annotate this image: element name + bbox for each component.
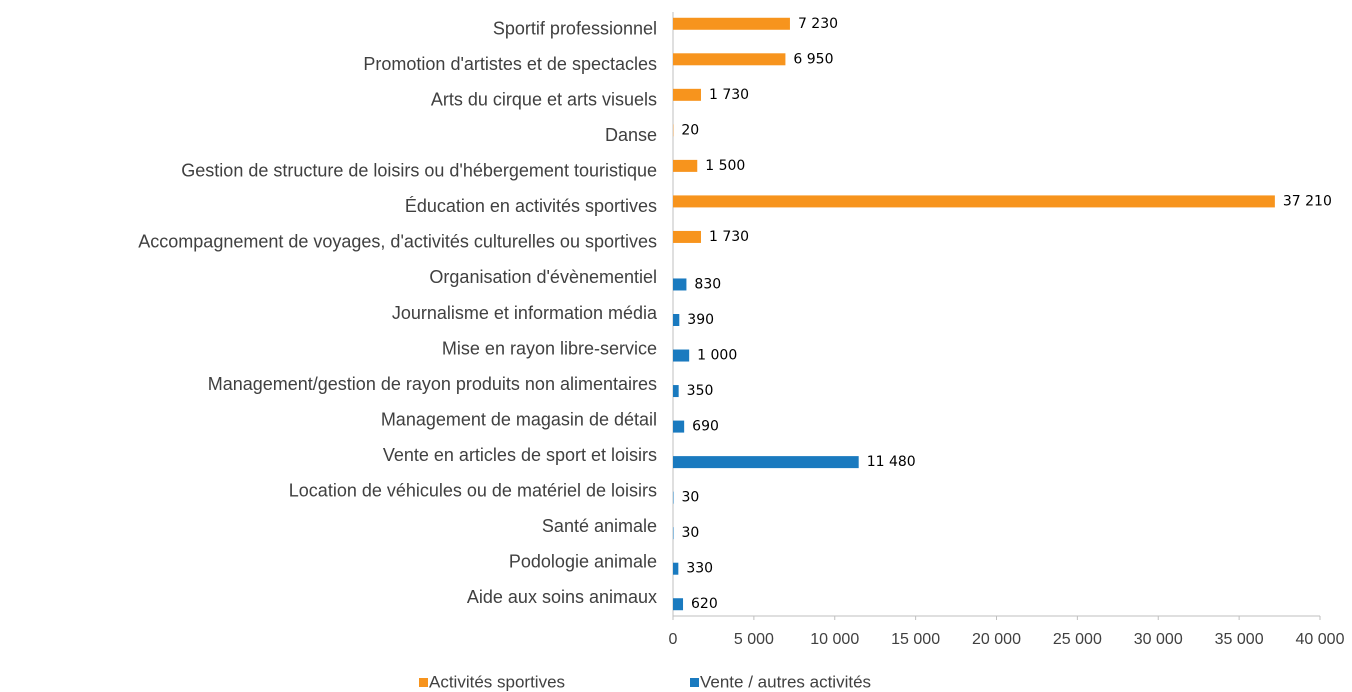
value-label: 37 210 bbox=[1283, 193, 1332, 209]
y-tick-label: Arts du cirque et arts visuels bbox=[431, 90, 657, 110]
y-tick-label: Aide aux soins animaux bbox=[467, 587, 657, 607]
value-label: 11 480 bbox=[867, 454, 916, 470]
value-label: 1 500 bbox=[705, 158, 745, 174]
value-label: 1 730 bbox=[709, 229, 749, 245]
x-tick-label: 20 000 bbox=[972, 631, 1021, 648]
y-tick-label: Éducation en activités sportives bbox=[405, 196, 657, 216]
value-label: 390 bbox=[687, 312, 714, 328]
value-label: 1 000 bbox=[697, 348, 737, 364]
x-tick-label: 35 000 bbox=[1215, 631, 1264, 648]
bar bbox=[673, 278, 687, 291]
x-tick-label: 40 000 bbox=[1296, 631, 1345, 648]
y-tick-label: Mise en rayon libre-service bbox=[442, 338, 657, 358]
y-tick-label: Danse bbox=[605, 125, 657, 145]
x-tick-label: 30 000 bbox=[1134, 631, 1183, 648]
value-label: 1 730 bbox=[709, 87, 749, 103]
value-label: 350 bbox=[687, 383, 714, 399]
legend-swatch bbox=[419, 678, 428, 687]
y-tick-label: Gestion de structure de loisirs ou d'héb… bbox=[181, 161, 657, 181]
x-tick-label: 0 bbox=[669, 631, 678, 648]
legend-label: Activités sportives bbox=[429, 672, 565, 691]
x-tick-label: 25 000 bbox=[1053, 631, 1102, 648]
y-tick-label: Promotion d'artistes et de spectacles bbox=[363, 54, 657, 74]
bar bbox=[673, 195, 1275, 208]
bar bbox=[673, 598, 684, 611]
x-tick-label: 10 000 bbox=[810, 631, 859, 648]
bar bbox=[673, 88, 701, 101]
y-tick-label: Santé animale bbox=[542, 516, 657, 536]
y-tick-label: Sportif professionnel bbox=[493, 19, 657, 39]
bar bbox=[673, 385, 679, 398]
value-label: 30 bbox=[681, 490, 699, 506]
bar bbox=[673, 420, 685, 433]
bar bbox=[673, 53, 786, 66]
y-tick-label: Podologie animale bbox=[509, 551, 657, 571]
value-label: 30 bbox=[681, 525, 699, 541]
value-label: 620 bbox=[691, 596, 718, 612]
x-tick-label: 15 000 bbox=[891, 631, 940, 648]
y-tick-label: Organisation d'évènementiel bbox=[429, 267, 657, 287]
value-label: 690 bbox=[692, 419, 719, 435]
bar bbox=[673, 17, 790, 30]
y-tick-label: Accompagnement de voyages, d'activités c… bbox=[138, 232, 657, 252]
bar bbox=[673, 349, 690, 362]
bar bbox=[673, 314, 680, 326]
x-tick-label: 5 000 bbox=[734, 631, 774, 648]
value-label: 7 230 bbox=[798, 16, 838, 32]
y-tick-label: Vente en articles de sport et loisirs bbox=[383, 445, 657, 465]
y-tick-label: Management de magasin de détail bbox=[381, 409, 657, 429]
legend-swatch bbox=[690, 678, 699, 687]
value-label: 20 bbox=[681, 122, 699, 138]
y-tick-label: Management/gestion de rayon produits non… bbox=[208, 374, 657, 394]
bar bbox=[673, 230, 701, 243]
legend-label: Vente / autres activités bbox=[700, 672, 871, 691]
value-label: 330 bbox=[686, 561, 713, 577]
bar bbox=[673, 159, 698, 172]
y-tick-label: Location de véhicules ou de matériel de … bbox=[289, 480, 657, 500]
bar bbox=[673, 456, 859, 469]
value-label: 6 950 bbox=[793, 51, 833, 67]
value-label: 830 bbox=[694, 276, 721, 292]
y-tick-label: Journalisme et information média bbox=[392, 303, 658, 323]
bar bbox=[673, 562, 679, 575]
